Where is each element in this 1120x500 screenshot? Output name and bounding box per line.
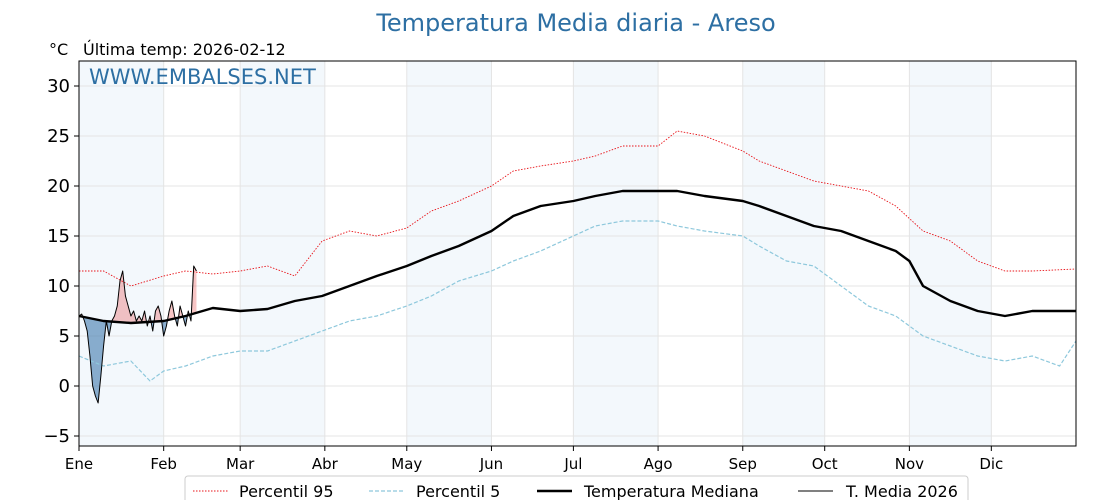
x-tick-label-abr: Abr — [312, 455, 339, 473]
x-tick-label-sep: Sep — [729, 455, 757, 473]
x-tick-label-may: May — [391, 455, 422, 473]
y-tick-label: 20 — [47, 176, 70, 197]
y-tick-label: 5 — [59, 326, 70, 347]
x-tick-label-dic: Dic — [979, 455, 1003, 473]
series-line-mediana — [78, 189, 1076, 325]
watermark: WWW.EMBALSES.NET — [89, 65, 316, 89]
series-line-percentil-95 — [79, 130, 1077, 287]
x-tick-label-jul: Jul — [563, 455, 582, 473]
plot-area — [78, 60, 1077, 447]
x-tick-label-ago: Ago — [644, 455, 673, 473]
area-below-median — [183, 314, 188, 326]
x-tick-label-mar: Mar — [226, 455, 255, 473]
series-line-2026 — [78, 265, 197, 404]
x-axis: Ene Feb Mar Abr May Jun Jul Ago Sep Oct Nov Dic — [65, 446, 1003, 473]
month-band-3 — [573, 61, 659, 446]
y-tick-label: 10 — [47, 276, 70, 297]
month-band-2 — [406, 61, 492, 446]
last-temp-label: Última temp: 2026-02-12 — [83, 40, 286, 59]
series-lines — [78, 130, 1077, 404]
area-below-median — [162, 318, 168, 336]
area-above-median — [111, 271, 147, 323]
series-line-percentil-5 — [78, 220, 1077, 382]
month-band-5 — [909, 61, 992, 446]
chart-title: Temperatura Media diaria - Areso — [375, 9, 775, 37]
plot-frame — [78, 60, 1077, 447]
legend: Percentil 95 Percentil 5 Temperatura Med… — [184, 475, 969, 500]
legend-label-p5: Percentil 5 — [416, 482, 500, 500]
y-tick-label: 25 — [47, 126, 70, 147]
area-below-median — [83, 316, 107, 403]
x-tick-label-jun: Jun — [479, 455, 503, 473]
month-bands — [79, 61, 992, 446]
legend-box — [184, 475, 969, 500]
y-axis: −5 0 5 10 15 20 25 30 — [43, 76, 79, 447]
y-tick-label: −5 — [43, 426, 70, 447]
legend-label-median: Temperatura Mediana — [583, 482, 759, 500]
y-tick-label: 15 — [47, 226, 70, 247]
x-tick-label-oct: Oct — [812, 455, 838, 473]
month-band-1 — [240, 61, 325, 446]
legend-label-p95: Percentil 95 — [239, 482, 334, 500]
y-tick-label: 0 — [59, 376, 70, 397]
area-above-median — [191, 266, 197, 315]
x-tick-label-feb: Feb — [150, 455, 177, 473]
legend-label-2026: T. Media 2026 — [845, 482, 958, 500]
x-tick-label-ene: Ene — [65, 455, 93, 473]
area-above-median — [167, 301, 176, 321]
x-tick-label-nov: Nov — [895, 455, 924, 473]
unit-label: °C — [49, 40, 68, 59]
area-below-median — [106, 321, 112, 336]
month-band-0 — [79, 61, 164, 446]
month-band-4 — [742, 61, 825, 446]
y-tick-label: 30 — [47, 76, 70, 97]
